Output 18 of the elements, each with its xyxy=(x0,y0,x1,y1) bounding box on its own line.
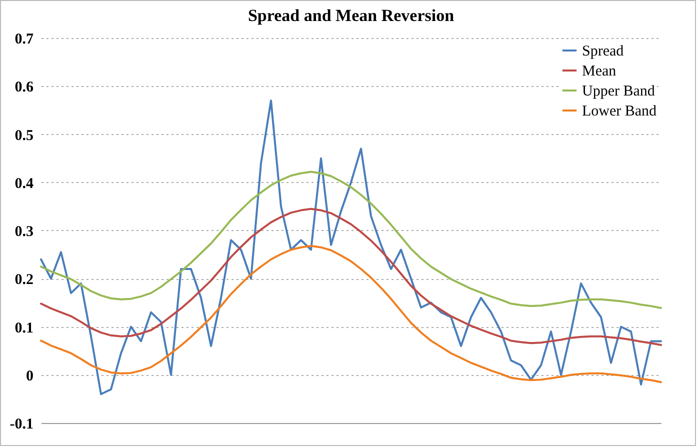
y-tick-label: 0.3 xyxy=(14,224,34,240)
legend-label: Mean xyxy=(582,64,617,80)
y-tick-label: 0.6 xyxy=(14,80,34,96)
y-tick-label: 0.5 xyxy=(14,128,34,144)
chart-title: Spread and Mean Reversion xyxy=(248,6,455,25)
legend-label: Lower Band xyxy=(582,104,658,120)
y-tick-label: 0 xyxy=(26,368,34,384)
line-series xyxy=(40,208,662,346)
line-series xyxy=(40,170,662,309)
y-tick-label: -0.1 xyxy=(10,416,34,432)
line-series xyxy=(40,100,662,396)
y-tick-label: 0.2 xyxy=(14,272,34,288)
y-tick-label: 0.7 xyxy=(14,32,34,48)
y-tick-label: 0.1 xyxy=(14,320,34,336)
legend-label: Upper Band xyxy=(582,84,656,100)
line-series xyxy=(40,244,662,384)
y-tick-label: 0.4 xyxy=(14,176,34,192)
legend-label: Spread xyxy=(582,44,624,60)
